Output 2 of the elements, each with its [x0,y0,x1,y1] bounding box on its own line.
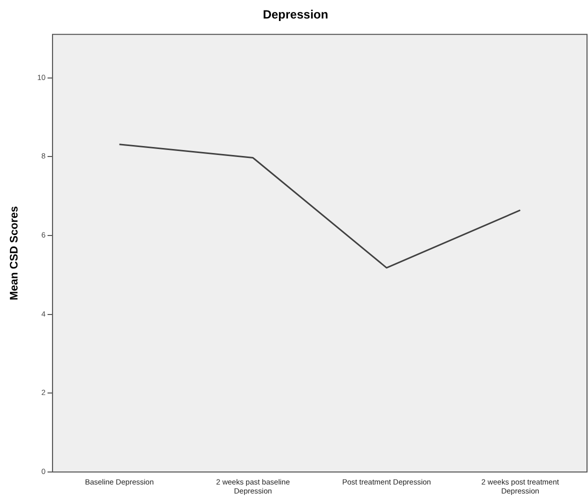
y-axis-title: Mean CSD Scores [8,206,21,300]
chart-title: Depression [262,8,328,22]
